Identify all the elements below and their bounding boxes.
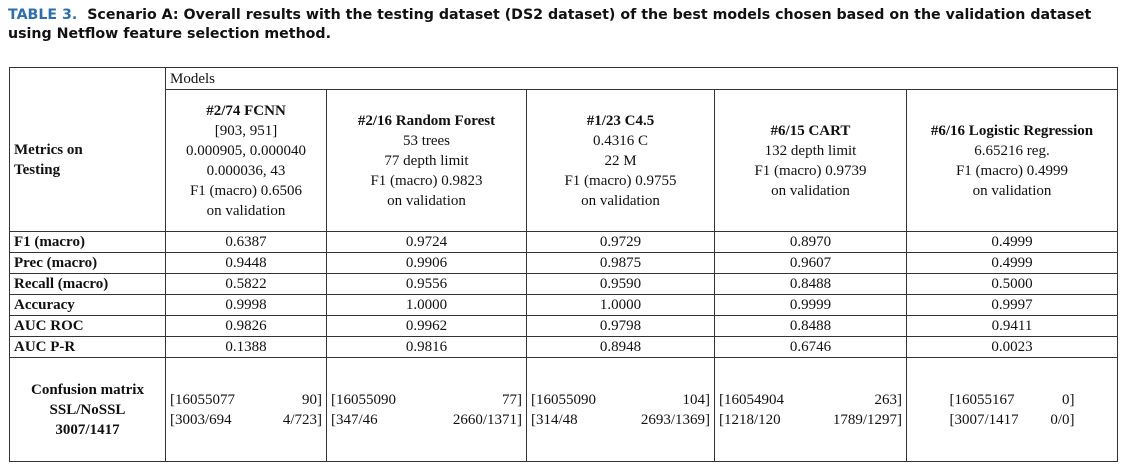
metric-value: 0.9906 <box>326 252 527 274</box>
model-cell-logistic-regression: #6/16 Logistic Regression 6.65216 reg. F… <box>905 89 1119 232</box>
metric-value: 0.9798 <box>526 315 715 337</box>
metric-value: 0.9997 <box>905 294 1119 316</box>
metric-value: 0.9448 <box>165 252 327 274</box>
metric-value: 0.9556 <box>326 273 527 295</box>
metric-value: 0.8488 <box>714 273 907 295</box>
metric-value: 0.6746 <box>714 336 907 358</box>
model-description-row: Metrics on Testing #2/74 FCNN [903, 951]… <box>9 89 1119 232</box>
table-caption: TABLE 3. Scenario A: Overall results wit… <box>8 6 1108 44</box>
metric-value: 0.0023 <box>905 336 1119 358</box>
metric-value: 0.4999 <box>905 231 1119 253</box>
model-cell-cart: #6/15 CART 132 depth limit F1 (macro) 0.… <box>714 89 907 232</box>
metric-value: 0.8948 <box>526 336 715 358</box>
confusion-cell-cart: [16054904 263] [1218/120 1789/1297] <box>714 357 907 462</box>
metric-value: 0.8488 <box>714 315 907 337</box>
metric-name: AUC ROC <box>9 315 166 337</box>
metric-value: 0.9607 <box>714 252 907 274</box>
table-number: TABLE 3. <box>8 7 78 23</box>
confusion-label: Confusion matrix SSL/NoSSL 3007/1417 <box>9 357 166 462</box>
metric-name: Prec (macro) <box>9 252 166 274</box>
model-name: #6/16 Logistic Regression <box>930 122 1094 139</box>
results-table: Models Metrics on Testing #2/74 FCNN [90… <box>9 67 1119 462</box>
metric-value: 0.9999 <box>714 294 907 316</box>
model-cell-c45: #1/23 C4.5 0.4316 C 22 M F1 (macro) 0.97… <box>526 89 715 232</box>
metric-value: 0.9411 <box>905 315 1119 337</box>
metric-value: 0.9998 <box>165 294 327 316</box>
models-header: Models <box>164 67 1119 90</box>
metric-value: 0.4999 <box>905 252 1119 274</box>
metric-row-auc-roc: AUC ROC 0.9826 0.9962 0.9798 0.8488 0.94… <box>9 315 1119 337</box>
metric-value: 0.5000 <box>905 273 1119 295</box>
metric-name: AUC P-R <box>9 336 166 358</box>
metric-row-auc-pr: AUC P-R 0.1388 0.9816 0.8948 0.6746 0.00… <box>9 336 1119 358</box>
metric-value: 0.9816 <box>326 336 527 358</box>
metric-row-recall: Recall (macro) 0.5822 0.9556 0.9590 0.84… <box>9 273 1119 295</box>
confusion-cell-random-forest: [16055090 77] [347/46 2660/1371] <box>326 357 527 462</box>
metric-value: 1.0000 <box>526 294 715 316</box>
confusion-cell-logistic-regression: [16055167 0] [3007/1417 0/0] <box>905 357 1119 462</box>
metric-value: 0.8970 <box>714 231 907 253</box>
model-name: #2/74 FCNN <box>206 102 286 119</box>
metric-name: F1 (macro) <box>9 231 166 253</box>
metric-value: 0.6387 <box>165 231 327 253</box>
corner-cell <box>9 67 166 90</box>
metric-value: 0.9875 <box>526 252 715 274</box>
model-cell-random-forest: #2/16 Random Forest 53 trees 77 depth li… <box>326 89 527 232</box>
metric-value: 1.0000 <box>326 294 527 316</box>
metric-value: 0.9724 <box>326 231 527 253</box>
model-name: #1/23 C4.5 <box>586 112 655 129</box>
model-name: #6/15 CART <box>770 122 851 139</box>
row-header-label: Metrics on Testing <box>9 89 166 232</box>
metric-value: 0.5822 <box>165 273 327 295</box>
metric-row-f1: F1 (macro) 0.6387 0.9724 0.9729 0.8970 0… <box>9 231 1119 253</box>
confusion-cell-fcnn: [16055077 90] [3003/694 4/723] <box>165 357 327 462</box>
metric-value: 0.9590 <box>526 273 715 295</box>
confusion-matrix-row: Confusion matrix SSL/NoSSL 3007/1417 [16… <box>9 357 1119 462</box>
metric-value: 0.9826 <box>165 315 327 337</box>
metric-row-accuracy: Accuracy 0.9998 1.0000 1.0000 0.9999 0.9… <box>9 294 1119 316</box>
metric-name: Recall (macro) <box>9 273 166 295</box>
metric-value: 0.9729 <box>526 231 715 253</box>
metric-value: 0.1388 <box>165 336 327 358</box>
metric-row-precision: Prec (macro) 0.9448 0.9906 0.9875 0.9607… <box>9 252 1119 274</box>
model-name: #2/16 Random Forest <box>357 112 496 129</box>
metric-name: Accuracy <box>9 294 166 316</box>
metric-value: 0.9962 <box>326 315 527 337</box>
caption-text: Scenario A: Overall results with the tes… <box>8 7 1092 42</box>
model-cell-fcnn: #2/74 FCNN [903, 951] 0.000905, 0.000040… <box>165 89 327 232</box>
confusion-cell-c45: [16055090 104] [314/48 2693/1369] <box>526 357 715 462</box>
models-header-row: Models <box>9 67 1119 90</box>
